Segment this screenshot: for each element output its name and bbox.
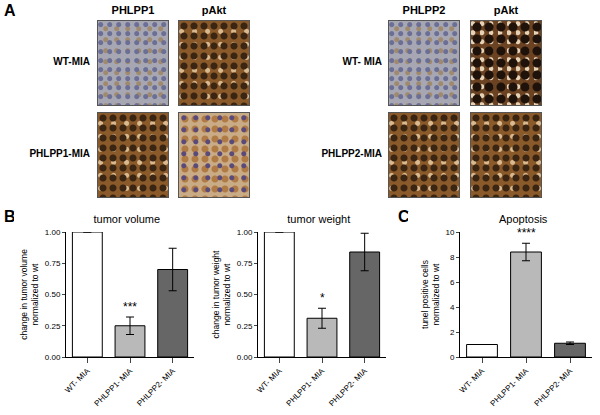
- svg-text:***: ***: [123, 300, 137, 314]
- svg-text:10: 10: [445, 228, 454, 237]
- html-text:B: B: [4, 208, 16, 225]
- svg-text:tunel positive cellsnormalized: tunel positive cellsnormalized to wt: [420, 260, 441, 329]
- svg-text:0.75: 0.75: [237, 259, 253, 268]
- svg-text:change in tumor weightnormaliz: change in tumor weightnormalized to wt: [211, 250, 232, 339]
- svg-text:0.75: 0.75: [45, 259, 61, 268]
- html-text:PHLPP1: PHLPP1: [111, 4, 155, 16]
- html-text:WT- MIA: WT- MIA: [342, 56, 382, 67]
- svg-text:8: 8: [450, 253, 455, 262]
- svg-text:change in tumor volumenormaliz: change in tumor volumenormalized to wt: [19, 249, 40, 340]
- svg-text:PHLPP1- MIA: PHLPP1- MIA: [489, 366, 531, 408]
- html-text:A: A: [4, 2, 16, 19]
- html-text:pAkt: pAkt: [493, 4, 519, 16]
- svg-text:0.25: 0.25: [237, 322, 253, 331]
- html-text:PHLPP2-MIA: PHLPP2-MIA: [321, 148, 382, 159]
- svg-text:WT- MIA: WT- MIA: [458, 366, 487, 395]
- svg-text:PHLPP2- MIA: PHLPP2- MIA: [327, 366, 369, 408]
- svg-text:PHLPP2- MIA: PHLPP2- MIA: [533, 366, 575, 408]
- svg-text:*: *: [320, 291, 325, 305]
- svg-text:tumor weight: tumor weight: [287, 213, 350, 225]
- svg-text:0: 0: [450, 353, 455, 362]
- svg-text:1.00: 1.00: [45, 228, 61, 237]
- svg-text:0.00: 0.00: [237, 353, 253, 362]
- svg-text:0.50: 0.50: [45, 290, 61, 299]
- svg-text:0.50: 0.50: [237, 290, 253, 299]
- svg-text:0.00: 0.00: [45, 353, 61, 362]
- svg-text:WT- MIA: WT- MIA: [255, 366, 284, 395]
- svg-text:PHLPP2- MIA: PHLPP2- MIA: [135, 366, 177, 408]
- svg-text:****: ****: [517, 226, 536, 240]
- svg-text:tumor volume: tumor volume: [93, 213, 160, 225]
- svg-text:Apoptosis: Apoptosis: [499, 213, 548, 225]
- svg-text:PHLPP1- MIA: PHLPP1- MIA: [93, 366, 135, 408]
- html-text:C: C: [398, 208, 410, 225]
- svg-text:4: 4: [450, 303, 455, 312]
- svg-text:2: 2: [450, 328, 455, 337]
- html-text:PHLPP1-MIA: PHLPP1-MIA: [29, 148, 90, 159]
- svg-text:PHLPP1- MIA: PHLPP1- MIA: [285, 366, 327, 408]
- svg-text:1.00: 1.00: [237, 228, 253, 237]
- svg-text:WT- MIA: WT- MIA: [63, 366, 92, 395]
- html-text:WT-MIA: WT-MIA: [53, 56, 90, 67]
- html-text:PHLPP2: PHLPP2: [402, 4, 446, 16]
- html-text:pAkt: pAkt: [201, 4, 227, 16]
- svg-text:0.25: 0.25: [45, 322, 61, 331]
- svg-text:6: 6: [450, 278, 455, 287]
